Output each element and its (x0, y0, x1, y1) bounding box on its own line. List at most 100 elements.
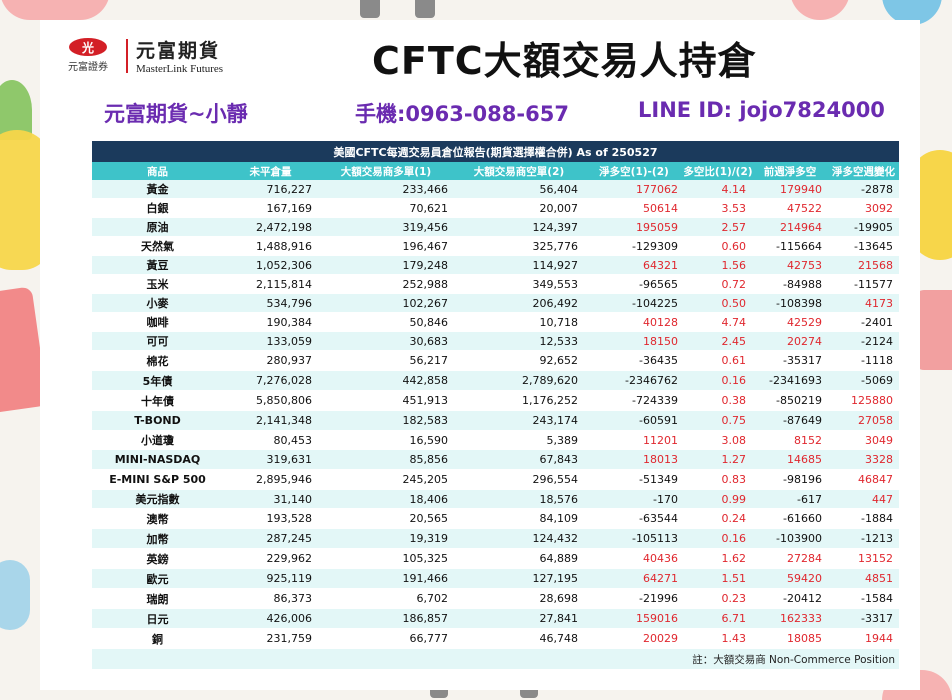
table-cell: 102,267 (402, 296, 449, 310)
table-note: 註：大額交易商 Non-Commerce Position (92, 649, 899, 669)
table-cell: 319,631 (266, 453, 313, 466)
table-cell: 245,205 (402, 473, 449, 486)
table-cell: 10,718 (539, 315, 579, 329)
table-cell: 64321 (643, 258, 678, 272)
table-cell: 0.75 (721, 414, 747, 427)
table-cell: 349,553 (532, 277, 579, 291)
column-header: 多空比(1)/(2) (684, 165, 752, 178)
table-cell: 280,937 (266, 354, 313, 367)
column-header: 未平倉量 (249, 165, 292, 178)
table-cell: 229,962 (266, 552, 313, 565)
table-cell: 127,195 (532, 572, 579, 585)
table-cell: -2401 (861, 315, 893, 329)
table-cell: 3.08 (721, 433, 747, 447)
table-cell: 325,776 (532, 239, 579, 253)
cftc-table: 美國CFTC每週交易員倉位報告(期貨選擇權合併) As of 250527 商品… (92, 141, 899, 669)
table-cell: 0.60 (721, 239, 747, 253)
table-cell: 20029 (643, 632, 678, 645)
table-cell: 296,554 (532, 473, 579, 486)
table-cell: 18150 (643, 334, 678, 348)
table-cell: 18,576 (539, 492, 579, 506)
table-cell: 4173 (865, 296, 893, 310)
commodity-name: 天然氣 (141, 240, 174, 253)
table-cell: -2878 (861, 182, 893, 196)
table-cell: -11577 (854, 277, 893, 291)
table-cell: 124,397 (532, 220, 579, 234)
table-cell: -850219 (776, 394, 822, 407)
table-cell: 27284 (787, 552, 822, 565)
table-cell: 0.16 (721, 532, 747, 545)
table-cell: 18013 (643, 453, 678, 466)
table-cell: 56,217 (409, 354, 449, 367)
commodity-name: 咖啡 (146, 316, 169, 329)
commodity-name: 瑞朗 (146, 592, 169, 606)
table-cell: 925,119 (266, 572, 313, 585)
table-cell: 1.51 (721, 572, 747, 585)
table-row: MINI-NASDAQ 319,631 85,856 67,843 18013 1.27 1… (92, 450, 899, 470)
table-cell: 3328 (865, 453, 893, 466)
table-row: 加幣 287,245 19,319 124,432 -105113 0.16 -103900… (92, 529, 899, 549)
table-cell: 46847 (858, 473, 893, 486)
table-cell: -1884 (861, 512, 893, 525)
commodity-name: 英鎊 (146, 552, 169, 566)
table-cell: 191,466 (402, 572, 449, 585)
table-cell: 40436 (643, 552, 678, 565)
column-header: 淨多空(1)-(2) (599, 165, 669, 178)
table-cell: 12,533 (539, 334, 579, 348)
table-cell: 193,528 (266, 512, 313, 525)
table-cell: 18085 (787, 632, 822, 645)
table-cell: 30,683 (409, 334, 449, 348)
table-cell: 162333 (780, 612, 822, 625)
page-title: CFTC大額交易人持倉 (372, 39, 757, 83)
column-header: 大額交易商空單(2) (473, 165, 565, 178)
table-cell: 4851 (865, 572, 893, 585)
table-cell: -108398 (776, 296, 822, 310)
commodity-name: 5年債 (142, 374, 173, 388)
table-cell: 1944 (865, 632, 893, 645)
commodity-name: 原油 (146, 221, 169, 234)
table-cell: 716,227 (266, 182, 313, 196)
table-cell: -5069 (861, 374, 893, 387)
table-cell: 0.23 (721, 592, 747, 605)
table-cell: 451,913 (402, 394, 449, 407)
table-cell: 50614 (643, 201, 678, 215)
table-cell: 214964 (780, 220, 822, 234)
contact-phone: 手機:0963-088-657 (355, 102, 569, 126)
brand-name-cn: 元富期貨 (136, 40, 221, 62)
table-cell: 0.61 (721, 354, 747, 367)
table-cell: 133,059 (266, 334, 313, 348)
table-cell: 86,373 (273, 592, 313, 605)
table-cell: 19,319 (409, 532, 449, 545)
table-cell: 105,325 (402, 552, 449, 565)
commodity-name: 玉米 (146, 278, 169, 291)
logo-mark: 光 元富證券 (58, 38, 118, 73)
column-header: 商品 (147, 165, 168, 178)
table-cell: 0.38 (721, 394, 747, 407)
table-cell: 6,702 (416, 592, 449, 605)
table-cell: 92,652 (539, 354, 579, 367)
commodity-name: MINI-NASDAQ (114, 453, 201, 466)
table-row: 天然氣 1,488,916 196,467 325,776 -129309 0.60 -11… (92, 237, 899, 256)
commodity-name: 日元 (146, 612, 169, 626)
table-cell: -35317 (783, 354, 822, 367)
table-cell: -104225 (632, 296, 678, 310)
table-cell: 2,789,620 (522, 374, 578, 387)
decorative-shape (415, 0, 435, 18)
table-cell: 0.50 (721, 296, 747, 310)
table-row: 十年債 5,850,806 451,913 1,176,252 -724339 0.38 -… (92, 391, 899, 411)
table-cell: 233,466 (402, 182, 449, 196)
table-cell: -20412 (783, 592, 822, 605)
table-cell: 159016 (636, 612, 678, 625)
table-cell: 6.71 (721, 612, 747, 625)
logo-emblem-icon: 光 (69, 38, 107, 56)
table-row: 銅 231,759 66,777 46,748 20029 1.43 18085 1944 (92, 629, 899, 649)
table-cell: 3.53 (721, 201, 747, 215)
table-cell: 64,889 (539, 552, 579, 565)
contact-name: 元富期貨~小靜 (104, 102, 248, 126)
table-row: 可可 133,059 30,683 12,533 18150 2.45 20274 -2124 (92, 332, 899, 351)
table-cell: -724339 (632, 394, 678, 407)
table-cell: 8152 (794, 433, 822, 447)
table-cell: -2124 (861, 334, 893, 348)
table-cell: -21996 (639, 592, 678, 605)
table-cell: 2,472,198 (256, 220, 312, 234)
